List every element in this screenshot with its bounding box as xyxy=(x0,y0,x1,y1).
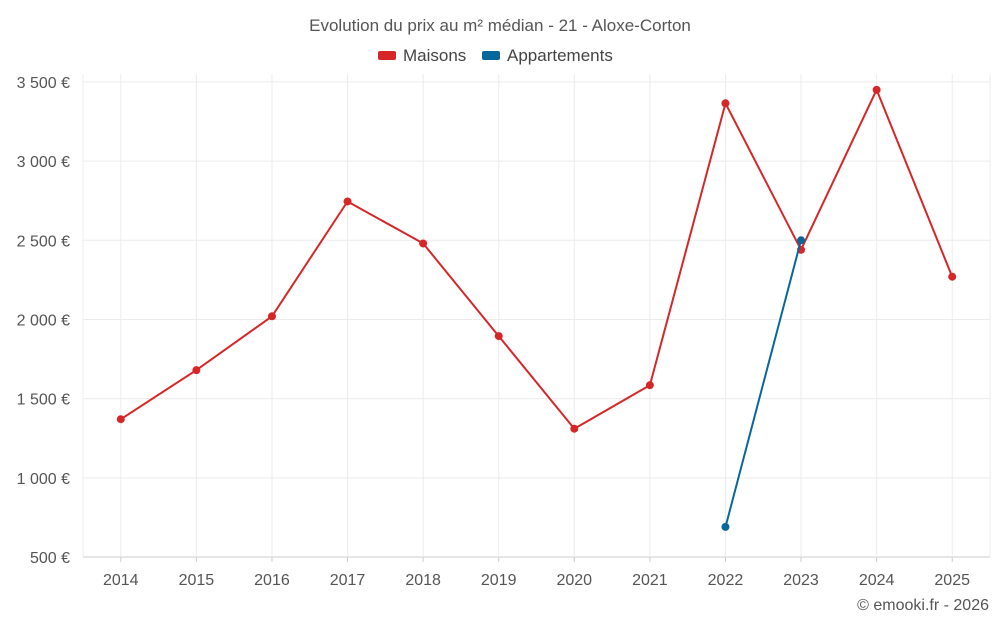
y-tick-label: 2 500 € xyxy=(17,233,70,250)
y-axis: 500 € 1 000 € 1 500 € 2 000 € 2 500 € 3 000 €… xyxy=(17,75,70,567)
series xyxy=(116,85,957,531)
y-tick-label: 1 000 € xyxy=(17,471,70,488)
grid xyxy=(82,74,991,558)
legend-item-appartements[interactable]: Appartements xyxy=(482,46,613,65)
series-appartements xyxy=(721,236,806,531)
legend-swatch-maisons xyxy=(378,51,396,60)
chart-title: Evolution du prix au m² médian - 21 - Al… xyxy=(309,16,691,35)
y-tick-label: 1 500 € xyxy=(17,392,70,409)
x-tick-label: 2024 xyxy=(859,572,895,589)
series-maisons xyxy=(116,85,957,433)
data-point-maisons[interactable] xyxy=(645,381,654,390)
x-tick-label: 2017 xyxy=(330,572,366,589)
data-point-maisons[interactable] xyxy=(721,99,730,108)
x-tick-label: 2015 xyxy=(179,572,215,589)
legend[interactable]: Maisons Appartements xyxy=(378,46,613,65)
x-tick-label: 2019 xyxy=(481,572,517,589)
data-point-maisons[interactable] xyxy=(494,332,503,341)
data-point-maisons[interactable] xyxy=(948,272,957,281)
x-tick-label: 2021 xyxy=(632,572,668,589)
data-point-appartements[interactable] xyxy=(721,522,730,531)
y-tick-label: 500 € xyxy=(30,550,70,567)
y-tick-label: 2 000 € xyxy=(17,312,70,329)
x-tick-label: 2020 xyxy=(556,572,592,589)
data-point-maisons[interactable] xyxy=(192,366,201,375)
legend-swatch-appartements xyxy=(482,51,500,60)
x-tick-label: 2018 xyxy=(405,572,441,589)
data-point-maisons[interactable] xyxy=(116,415,125,424)
x-tick-label: 2014 xyxy=(103,572,139,589)
legend-label-maisons: Maisons xyxy=(403,46,466,65)
data-point-maisons[interactable] xyxy=(267,312,276,321)
x-tick-label: 2023 xyxy=(783,572,819,589)
data-point-maisons[interactable] xyxy=(343,197,352,206)
y-tick-label: 3 500 € xyxy=(17,75,70,92)
data-point-maisons[interactable] xyxy=(872,85,881,94)
legend-label-appartements: Appartements xyxy=(507,46,613,65)
x-axis: 2014 2015 2016 2017 2018 2019 2020 2021 2022 2023… xyxy=(103,557,970,589)
data-point-maisons[interactable] xyxy=(570,424,579,433)
x-tick-label: 2022 xyxy=(708,572,744,589)
series-line-maisons xyxy=(120,88,954,430)
y-tick-label: 3 000 € xyxy=(17,154,70,171)
data-point-maisons[interactable] xyxy=(419,239,428,248)
x-tick-label: 2016 xyxy=(254,572,290,589)
legend-item-maisons[interactable]: Maisons xyxy=(378,46,466,65)
credit-text: © emooki.fr - 2026 xyxy=(857,597,989,614)
x-tick-label: 2025 xyxy=(934,572,970,589)
data-point-appartements[interactable] xyxy=(797,236,806,245)
series-line-appartements xyxy=(724,240,802,528)
